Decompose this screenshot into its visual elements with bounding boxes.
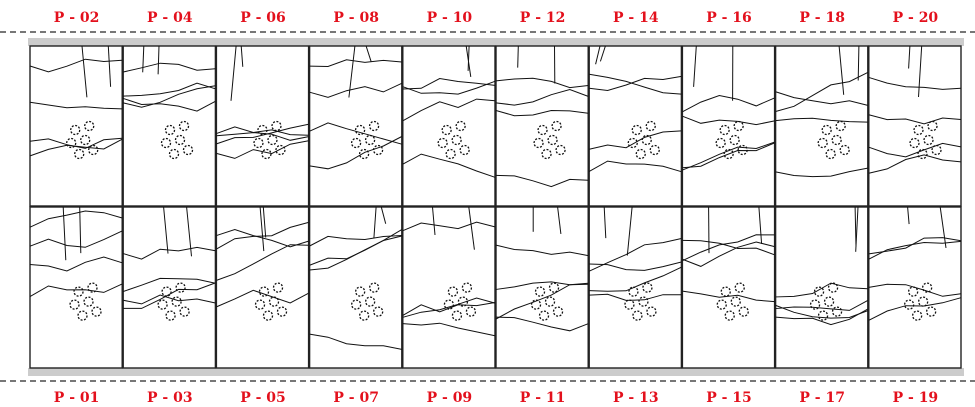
plot	[310, 46, 402, 206]
plot-label: P - 03	[147, 390, 193, 406]
plot	[216, 46, 308, 206]
plot-label: P - 05	[240, 390, 286, 406]
plot-label: P - 18	[799, 10, 845, 26]
plot-label: P - 17	[799, 390, 845, 406]
plot	[776, 207, 868, 368]
plot	[496, 46, 588, 206]
plot-label: P - 15	[706, 390, 752, 406]
plot-label: P - 12	[520, 10, 566, 26]
plots	[30, 46, 961, 368]
plot-label: P - 11	[520, 390, 566, 406]
plot-label: P - 19	[893, 390, 939, 406]
plot-label: P - 13	[613, 390, 659, 406]
plot-map: P - 02 P - 04 P - 06 P - 08 P - 10 P - 12 P - …	[0, 0, 975, 407]
plot	[403, 207, 495, 368]
plot-label: P - 04	[147, 10, 193, 26]
plot	[776, 46, 868, 206]
plot-label: P - 01	[54, 390, 100, 406]
plot	[310, 207, 402, 368]
plot-label: P - 07	[333, 390, 379, 406]
plot-label: P - 02	[54, 10, 100, 26]
plot-label: P - 20	[893, 10, 939, 26]
plot	[869, 46, 961, 206]
plot-label: P - 14	[613, 10, 659, 26]
plot-label: P - 06	[240, 10, 286, 26]
terrain-line	[858, 46, 859, 81]
plot-label: P - 09	[427, 390, 473, 406]
plot-label: P - 10	[427, 10, 473, 26]
plot-label: P - 16	[706, 10, 752, 26]
plot-label: P - 08	[333, 10, 379, 26]
top-road	[28, 38, 964, 46]
bottom-road	[28, 368, 964, 376]
terrain-line	[518, 46, 519, 68]
plot	[682, 46, 774, 206]
